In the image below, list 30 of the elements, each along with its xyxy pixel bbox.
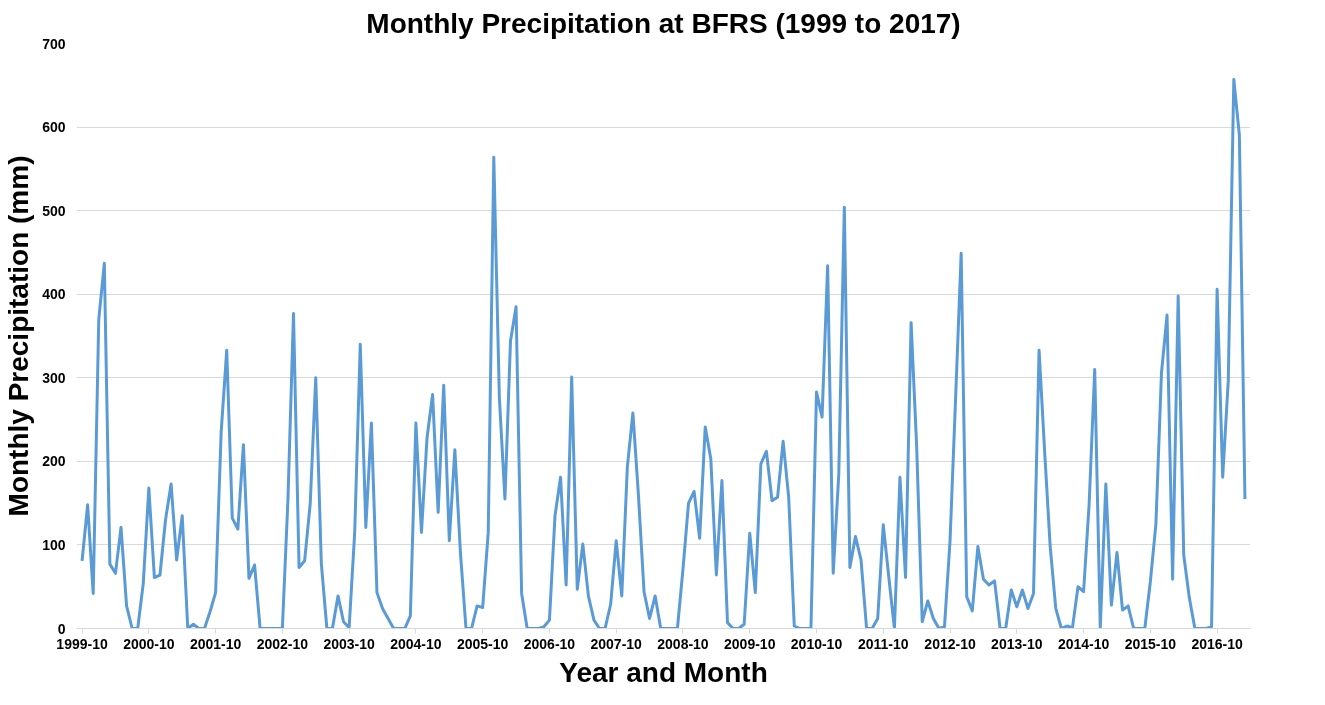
x-tick-label: 1999-10 — [56, 635, 108, 652]
y-tick-label: 300 — [42, 369, 66, 386]
x-axis-title: Year and Month — [559, 656, 768, 688]
x-tick-label: 2004-10 — [390, 635, 442, 652]
y-tick-label: 100 — [42, 536, 66, 553]
x-tick-label: 2008-10 — [657, 635, 709, 652]
x-tick-label: 2011-10 — [857, 635, 909, 652]
x-tick-label: 2014-10 — [1057, 635, 1110, 652]
y-tick-label: 700 — [42, 35, 66, 52]
y-tick-label: 200 — [42, 453, 66, 470]
x-tick-label: 2013-10 — [991, 635, 1043, 652]
y-tick-label: 0 — [57, 620, 66, 637]
x-tick-label: 2015-10 — [1124, 635, 1177, 652]
x-tick-label: 2005-10 — [456, 635, 509, 652]
y-tick-label: 400 — [42, 286, 66, 303]
x-tick-label: 2007-10 — [590, 635, 643, 652]
x-tick-label: 2001-10 — [189, 635, 242, 652]
x-tick-label: 2010-10 — [790, 635, 843, 652]
y-axis-title: Monthly Precipitation (mm) — [3, 155, 35, 517]
y-tick-label: 500 — [42, 202, 66, 219]
x-tick-label: 2006-10 — [523, 635, 576, 652]
x-tick-label: 2009-10 — [724, 635, 776, 652]
x-tick-label: 2016-10 — [1191, 635, 1244, 652]
x-tick-label: 2000-10 — [123, 635, 175, 652]
x-tick-label: 2002-10 — [256, 635, 309, 652]
y-tick-label: 600 — [42, 119, 66, 136]
x-tick-label: 2003-10 — [323, 635, 376, 652]
chart-title: Monthly Precipitation at BFRS (1999 to 2017) — [366, 7, 961, 39]
x-tick-label: 2012-10 — [924, 635, 976, 652]
line-series — [80, 77, 1247, 629]
